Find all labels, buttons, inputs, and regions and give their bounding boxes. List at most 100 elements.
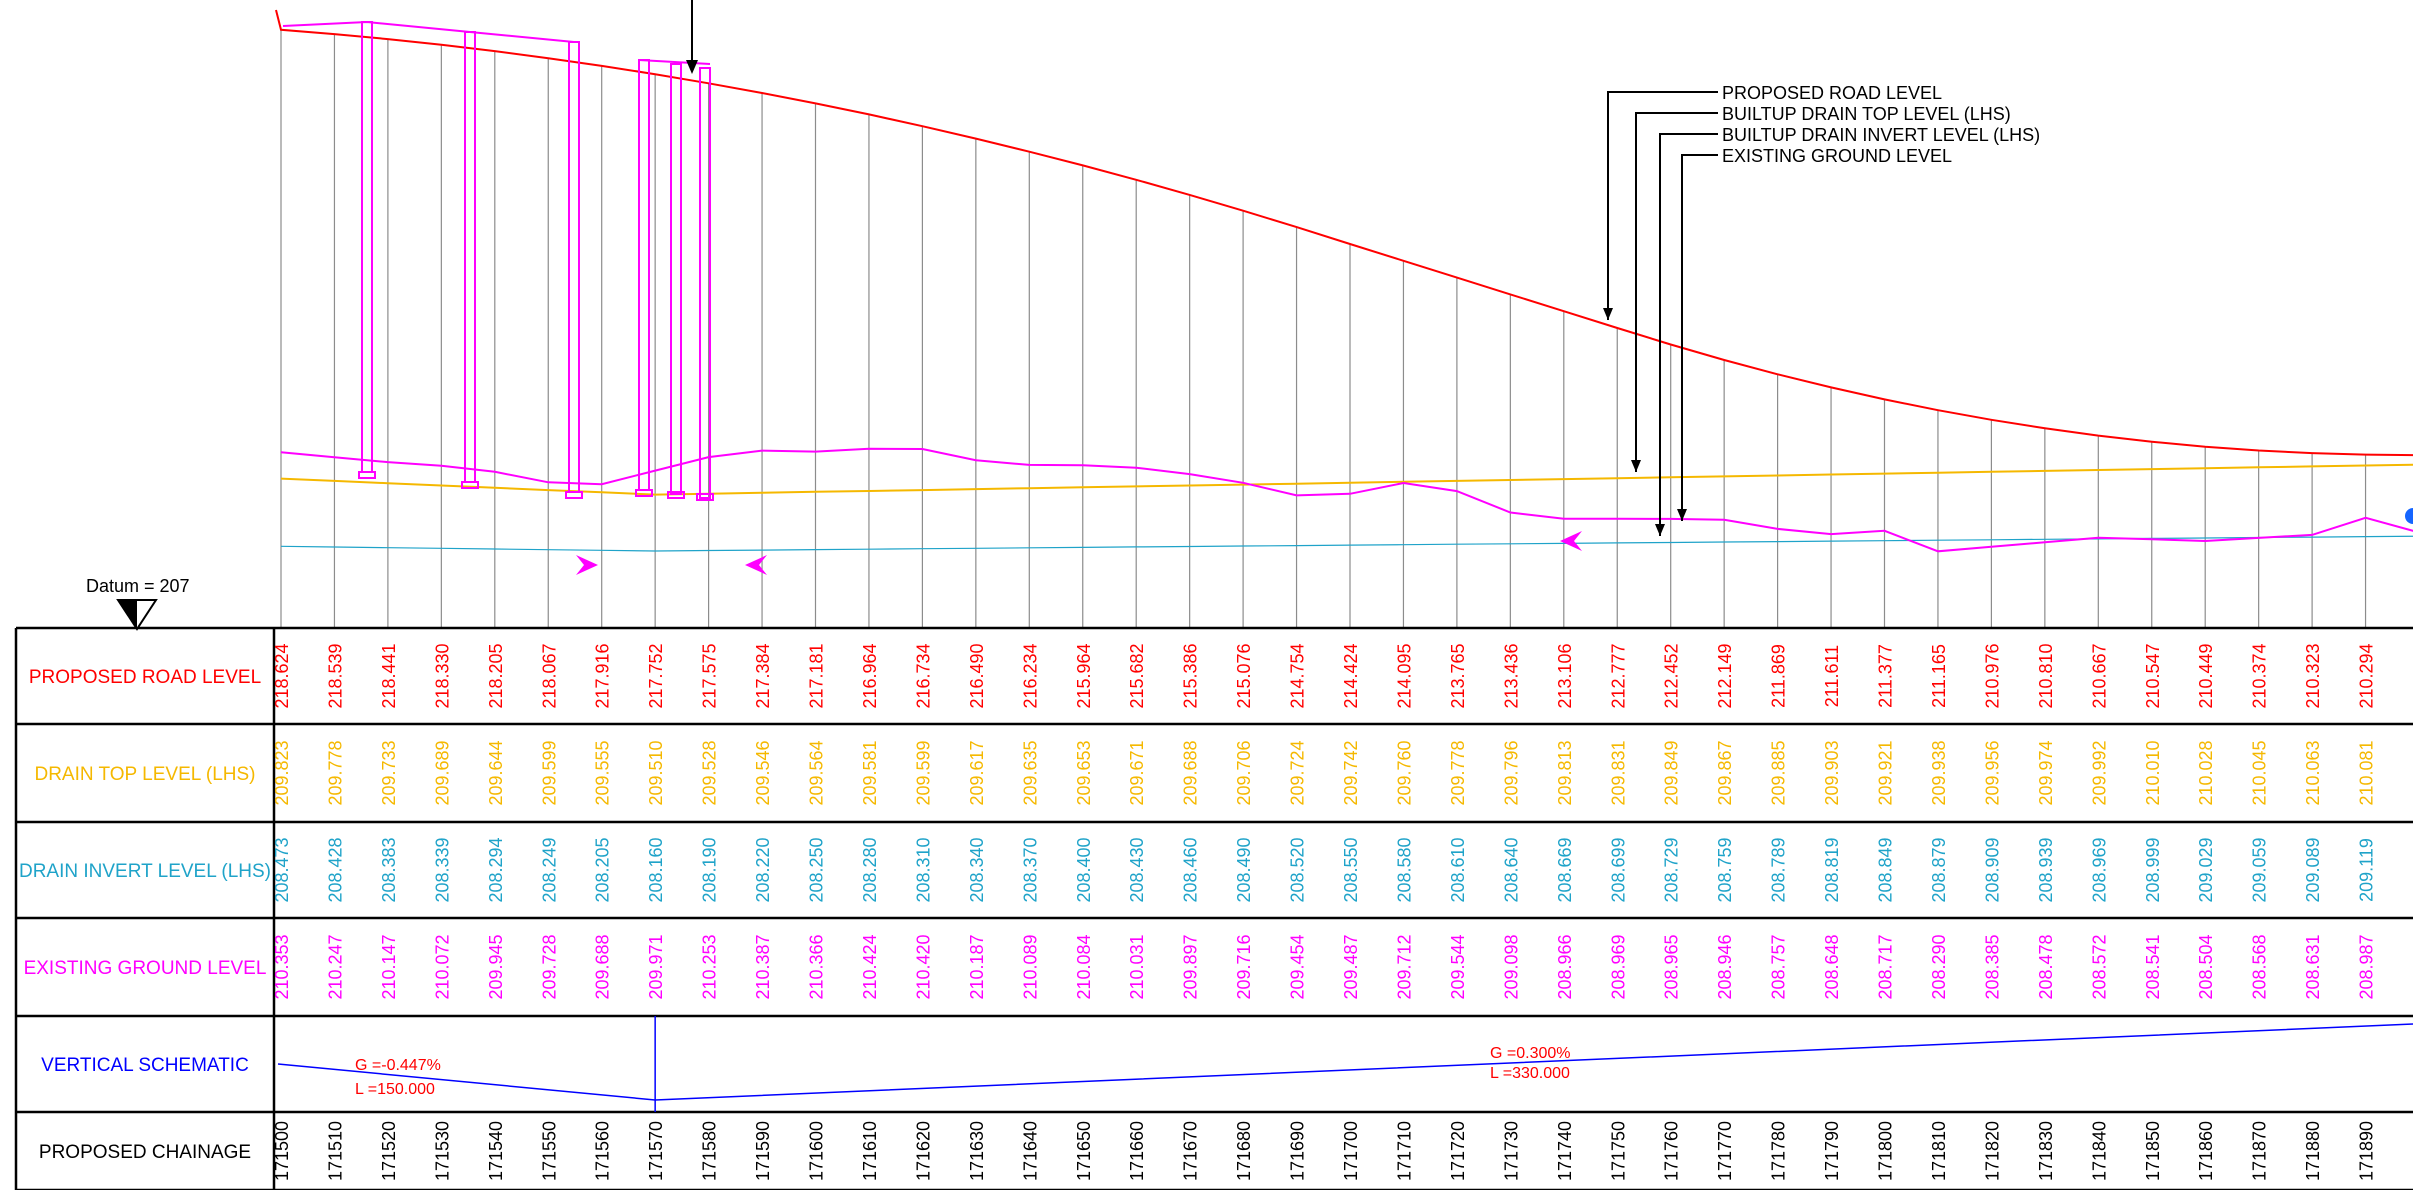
band-value: 209.119: [2357, 838, 2377, 902]
band-value: 218.067: [539, 643, 559, 708]
datum-marker: Datum = 207: [86, 576, 190, 631]
band-value: 171770: [1715, 1121, 1735, 1181]
band-label: DRAIN INVERT LEVEL (LHS): [19, 861, 271, 882]
road-level-curve: [275, 9, 2413, 457]
band-value: 209.728: [539, 934, 559, 999]
band-value: 171900: [2410, 1121, 2413, 1181]
band-value: 208.478: [2036, 934, 2056, 999]
band-value: 209.528: [700, 740, 720, 805]
band-value: 208.789: [1769, 837, 1789, 902]
band-value: 171880: [2303, 1121, 2323, 1181]
band-value: 210.374: [2250, 643, 2270, 708]
band-value: 208.473: [272, 837, 292, 902]
band-value: 209.733: [379, 740, 399, 805]
band-value: 214.424: [1341, 643, 1361, 708]
band-value: 209.098: [1501, 934, 1521, 999]
band-value: 171850: [2143, 1121, 2163, 1181]
band-value: 215.682: [1127, 643, 1147, 708]
band-value: 208.572: [2089, 934, 2109, 999]
band-value: 212.777: [1608, 643, 1628, 708]
drain-invert-curve: [280, 535, 2413, 552]
band-value: 218.624: [272, 643, 292, 708]
band-value: 171810: [1929, 1121, 1949, 1181]
band-value: 171860: [2196, 1121, 2216, 1181]
structure-post: [670, 63, 682, 495]
band-value: 210.420: [913, 934, 933, 999]
legend-label: BUILTUP DRAIN TOP LEVEL (LHS): [1722, 104, 2011, 124]
band-value: 209.971: [646, 934, 666, 999]
band-value: 171710: [1394, 1121, 1414, 1181]
band-value: 211.869: [1769, 644, 1789, 708]
band-value: 208.568: [2250, 934, 2270, 999]
band-value: 171800: [1876, 1121, 1896, 1181]
band-value: 210.031: [1127, 934, 1147, 999]
datum-triangle-fill: [118, 600, 137, 629]
band-value: 210.147: [379, 934, 399, 999]
band-value: 218.441: [379, 643, 399, 708]
band-value: 209.671: [1127, 740, 1147, 805]
band-value: 208.430: [1127, 837, 1147, 902]
length-label: L =330.000: [1490, 1065, 1570, 1082]
band-value: 208.849: [1876, 837, 1896, 902]
band-value: 208.190: [700, 837, 720, 902]
band-value: 171660: [1127, 1121, 1147, 1181]
band-value: 208.669: [1555, 837, 1575, 902]
band-value: 210.247: [325, 934, 345, 999]
band-value: 171870: [2250, 1121, 2270, 1181]
pointer-arrowhead: [686, 60, 698, 74]
band-value: 210.366: [807, 934, 827, 999]
band-value: 208.909: [1982, 837, 2002, 902]
band-value: 171530: [432, 1121, 452, 1181]
band-value: 217.181: [807, 643, 827, 708]
band-value: 214.095: [1394, 643, 1414, 708]
band-value: 212.149: [1715, 643, 1735, 708]
band-value: 217.752: [646, 643, 666, 708]
band-value: 208.757: [1769, 934, 1789, 999]
band-value: 208.205: [593, 837, 613, 902]
band-value: 208.383: [379, 837, 399, 902]
data-bands: [14, 626, 2413, 1190]
band-label: PROPOSED CHAINAGE: [39, 1142, 251, 1163]
band-value: 208.879: [1929, 837, 1949, 902]
band-value: 171790: [1822, 1121, 1842, 1181]
band-value: 213.436: [1501, 643, 1521, 708]
band-value: 209.487: [1341, 934, 1361, 999]
structure-top: [282, 20, 575, 43]
band-value: 208.339: [432, 837, 452, 902]
band-value: 209.897: [1181, 934, 1201, 999]
band-value: 171600: [807, 1121, 827, 1181]
structure-post: [699, 67, 711, 499]
band-value: 210.667: [2089, 643, 2109, 708]
flow-arrow: [576, 555, 598, 575]
band-value: 208.280: [860, 837, 880, 902]
band-value: 208.220: [753, 837, 773, 902]
band-value: 209.581: [860, 740, 880, 805]
band-value: 209.778: [325, 740, 345, 805]
legend-leader: [1681, 154, 1718, 521]
band-value: 171520: [379, 1121, 399, 1181]
band-value: 209.617: [967, 740, 987, 805]
band-value: 209.546: [753, 740, 773, 805]
band-value: 209.796: [1501, 740, 1521, 805]
band-value: 209.823: [272, 740, 292, 805]
band-value: 210.010: [2143, 740, 2163, 805]
band-value: 209.867: [1715, 740, 1735, 805]
band-value: 209.945: [486, 934, 506, 999]
datum-label: Datum = 207: [86, 576, 190, 596]
legend-arrowhead: [1677, 509, 1687, 521]
band-value: 209.885: [1769, 740, 1789, 805]
structure-foot: [635, 489, 653, 497]
band-value: 210.547: [2143, 643, 2163, 708]
band-value: 210.072: [432, 934, 452, 999]
legend-arrowhead: [1631, 460, 1641, 472]
band-value: 210.282: [2410, 643, 2413, 708]
band-value: 209.706: [1234, 740, 1254, 805]
band-value: 208.490: [1234, 837, 1254, 902]
vertical-schematic: G =-0.447% L =150.000 G =0.300% L =330.000: [277, 1016, 2413, 1112]
band-value: 208.631: [2303, 934, 2323, 999]
profile-curves: [275, 0, 2413, 575]
band-value: 210.187: [967, 934, 987, 999]
band-value: 216.964: [860, 643, 880, 708]
band-value: 208.550: [1341, 837, 1361, 902]
